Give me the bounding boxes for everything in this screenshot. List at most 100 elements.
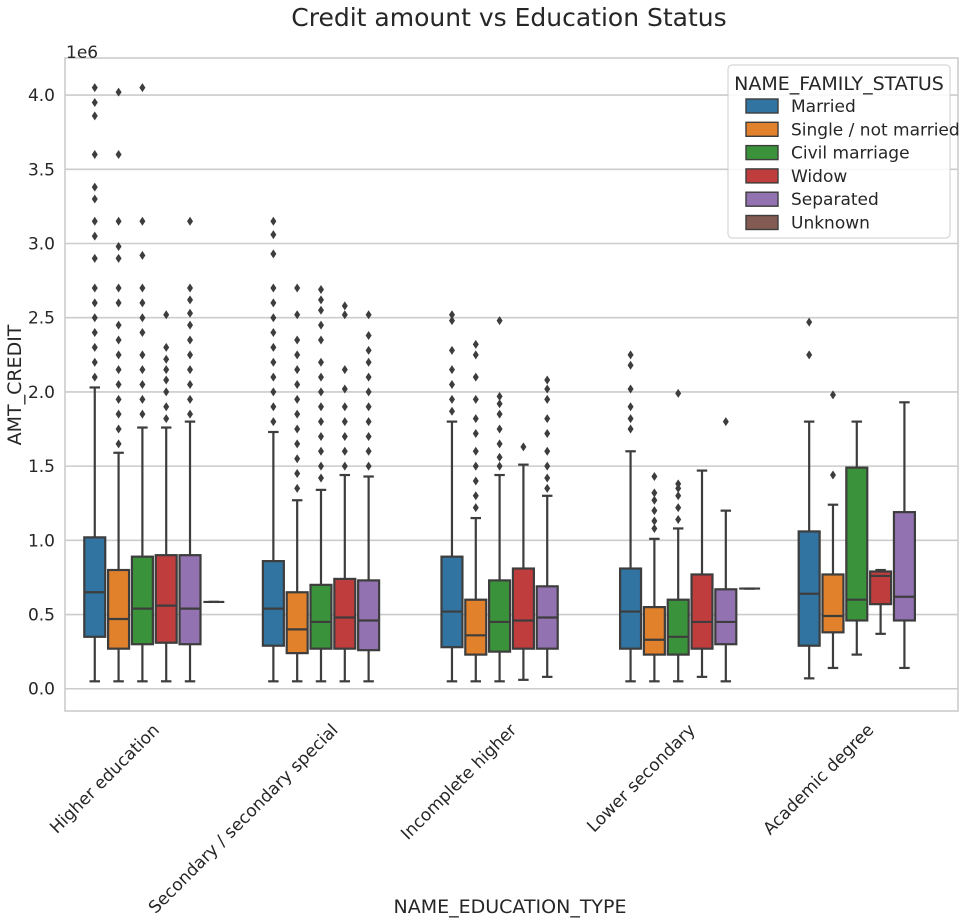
outlier-point	[341, 365, 348, 375]
box-civil-marriage-0	[130, 426, 154, 683]
outlier-point	[365, 372, 372, 382]
box-separated-3	[714, 509, 738, 683]
outlier-point	[294, 350, 301, 360]
box-body	[690, 573, 714, 650]
outlier-point	[317, 402, 324, 412]
outlier-point	[317, 473, 324, 483]
outlier-point	[115, 380, 122, 389]
box-body	[107, 568, 131, 650]
legend-label: Separated	[791, 190, 879, 210]
box-separated-0	[178, 420, 202, 683]
outlier-point	[270, 357, 277, 367]
outlier-point	[365, 446, 372, 456]
legend: NAME_FAMILY_STATUS Married Single / not m…	[727, 64, 960, 239]
box-single-not-married-1	[285, 499, 309, 683]
box-married-4	[797, 420, 821, 680]
outlier-point	[496, 391, 503, 401]
outlier-point	[651, 495, 658, 505]
outlier-point	[317, 431, 324, 441]
box-civil-marriage-4	[845, 420, 869, 656]
outlier-point	[627, 414, 634, 424]
outlier-point	[139, 394, 146, 404]
outlier-point	[675, 515, 682, 525]
outlier-point	[115, 439, 122, 449]
box-body	[440, 555, 464, 649]
outlier-point	[341, 431, 348, 441]
outlier-point	[651, 488, 658, 498]
y-tick-label: 0.5	[28, 606, 55, 626]
box-single-not-married-2	[464, 516, 488, 683]
outlier-point	[627, 402, 634, 412]
box-separated-2	[535, 494, 559, 678]
outlier-point	[187, 365, 194, 375]
box-married-2	[440, 420, 464, 683]
outlier-point	[139, 380, 146, 389]
outlier-point	[496, 461, 503, 471]
legend-swatch	[745, 214, 779, 231]
outlier-point	[544, 446, 551, 456]
outlier-point	[115, 149, 122, 159]
outlier-point	[294, 409, 301, 419]
outlier-point	[341, 446, 348, 456]
outlier-point	[496, 439, 503, 449]
outlier-point	[187, 380, 194, 389]
outlier-point	[544, 461, 551, 471]
legend-label: Civil marriage	[791, 144, 910, 164]
outlier-point	[91, 182, 98, 192]
outlier-point	[496, 409, 503, 419]
outlier-point	[91, 372, 98, 382]
box-body	[797, 530, 821, 647]
outlier-point	[294, 483, 301, 493]
outlier-point	[365, 357, 372, 367]
outlier-point	[294, 380, 301, 389]
outlier-point	[139, 365, 146, 375]
outlier-point	[544, 483, 551, 493]
outlier-point	[675, 388, 682, 398]
outlier-point	[448, 310, 455, 320]
outlier-point	[365, 345, 372, 355]
outlier-point	[270, 283, 277, 293]
outlier-point	[91, 328, 98, 338]
outlier-point	[294, 439, 301, 449]
box-body	[642, 606, 666, 656]
outlier-point	[115, 409, 122, 419]
y-tick-label: 1.5	[28, 457, 55, 477]
box-civil-marriage-1	[309, 488, 333, 683]
box-body	[309, 583, 333, 650]
y-tick-label: 2.0	[28, 383, 55, 403]
box-body	[821, 573, 845, 634]
legend-frame	[727, 64, 951, 239]
outlier-point	[496, 316, 503, 326]
outlier-point	[115, 283, 122, 293]
outlier-point	[139, 350, 146, 360]
outlier-point	[163, 387, 170, 397]
outlier-point	[448, 406, 455, 416]
outlier-point	[651, 516, 658, 526]
outlier-point	[91, 83, 98, 93]
outlier-point	[270, 313, 277, 323]
y-offset-label: 1e6	[66, 43, 98, 63]
outlier-point	[91, 98, 98, 108]
outlier-point	[472, 372, 479, 382]
box-single-not-married-4	[821, 503, 845, 670]
box-separated-1	[357, 475, 381, 683]
y-tick-label: 0.0	[28, 680, 55, 700]
outlier-point	[294, 454, 301, 464]
legend-label: Single / not married	[791, 120, 960, 140]
outlier-point	[187, 308, 194, 318]
legend-items: Married Single / not married Civil marriag…	[745, 97, 960, 234]
outlier-point	[651, 506, 658, 516]
outlier-point	[294, 335, 301, 345]
legend-swatch	[745, 98, 779, 114]
outlier-point	[675, 503, 682, 513]
box-body	[464, 598, 488, 656]
box-body	[618, 567, 643, 650]
x-tick-label: Academic degree	[759, 720, 878, 839]
y-tick-label: 3.0	[28, 235, 55, 255]
outlier-point	[341, 417, 348, 427]
outlier-point	[365, 417, 372, 427]
outlier-point	[317, 446, 324, 456]
outlier-point	[270, 387, 277, 397]
outlier-point	[448, 345, 455, 355]
